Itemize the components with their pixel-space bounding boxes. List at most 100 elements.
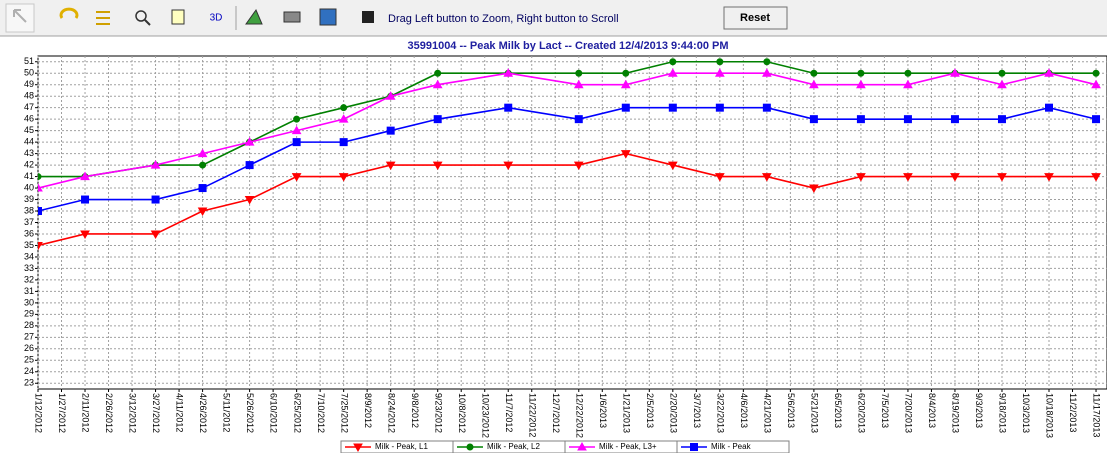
point [998, 69, 1006, 77]
point [762, 103, 771, 112]
point [1092, 115, 1101, 124]
point [856, 173, 866, 182]
point [244, 137, 255, 146]
point [504, 103, 513, 112]
plot-area [37, 55, 1107, 390]
series-line [38, 60, 1097, 178]
point [432, 79, 443, 89]
zoom-handle [144, 19, 151, 26]
y-tick-label: 27 [24, 332, 34, 342]
point [809, 79, 819, 89]
point [714, 68, 725, 77]
legend-label: Milk - Peak, L3+ [599, 442, 657, 451]
y-tick-label: 44 [24, 136, 34, 146]
zoom-icon[interactable] [135, 10, 147, 22]
point [1045, 103, 1054, 112]
x-tick-label: 11/7/2012 [504, 393, 514, 432]
point [339, 138, 348, 147]
point [762, 68, 772, 77]
point [950, 173, 960, 182]
chart-icon[interactable] [245, 8, 263, 25]
y-tick-label: 34 [24, 251, 34, 261]
y-tick-label: 46 [24, 114, 34, 124]
page-icon[interactable] [171, 9, 185, 25]
legend-swatch-marker [690, 443, 698, 451]
x-tick-label: 11/17/2013 [1092, 393, 1102, 437]
y-tick-label: 48 [24, 91, 34, 101]
point [1092, 69, 1100, 77]
point [199, 161, 207, 169]
point [621, 103, 630, 112]
legend-label: Milk - Peak, L1 [375, 442, 428, 451]
save-icon[interactable] [362, 11, 374, 23]
print-icon[interactable] [283, 11, 301, 23]
point [432, 161, 443, 171]
point [668, 103, 677, 112]
x-tick-label: 11/2/2013 [1068, 393, 1078, 432]
x-tick-label: 3/7/2013 [692, 393, 702, 428]
point [950, 68, 960, 77]
scroll-icon[interactable] [96, 11, 110, 25]
y-tick-label: 26 [24, 343, 34, 353]
pointer-button[interactable] [5, 3, 35, 33]
y-tick-label: 30 [24, 297, 34, 307]
point [715, 103, 724, 112]
point [38, 173, 42, 181]
point [997, 173, 1007, 182]
point [81, 195, 90, 204]
reset-button[interactable] [723, 6, 788, 30]
pointer-icon [13, 9, 27, 23]
x-tick-label: 6/5/2013 [833, 393, 843, 428]
chart-title: 35991004 -- Peak Milk by Lact -- Created… [407, 40, 728, 52]
series-line [38, 106, 1097, 212]
y-tick-label: 25 [24, 355, 34, 365]
series-line [38, 72, 1097, 189]
x-tick-label: 4/6/2013 [739, 393, 749, 428]
point [338, 173, 349, 182]
x-tick-label: 1/27/2012 [57, 393, 67, 433]
refresh-icon[interactable] [59, 7, 79, 19]
y-tick-label: 45 [24, 125, 34, 135]
x-tick-label: 5/6/2013 [786, 393, 796, 428]
point [620, 150, 631, 159]
x-tick-label: 5/21/2013 [810, 393, 820, 433]
point [574, 115, 583, 124]
y-tick-label: 33 [24, 263, 34, 273]
x-tick-label: 1/21/2013 [621, 393, 631, 433]
x-tick-label: 10/3/2013 [1021, 393, 1031, 433]
legend-label: Milk - Peak, L2 [487, 442, 540, 451]
point [667, 68, 678, 77]
x-tick-label: 7/20/2013 [904, 393, 914, 433]
x-tick-label: 7/10/2012 [316, 393, 326, 433]
y-tick-label: 50 [24, 68, 34, 78]
x-tick-label: 10/23/2012 [480, 393, 490, 438]
point [1044, 68, 1054, 77]
point [198, 184, 207, 193]
point [386, 126, 395, 135]
point [714, 173, 725, 182]
y-tick-label: 39 [24, 194, 34, 204]
y-tick-label: 49 [24, 79, 34, 89]
point [340, 104, 348, 112]
y-tick-label: 32 [24, 274, 34, 284]
point [950, 115, 959, 124]
point [80, 171, 90, 181]
point [293, 115, 301, 123]
point [197, 148, 208, 158]
point [809, 184, 819, 194]
point [503, 68, 514, 77]
x-tick-label: 9/8/2012 [410, 393, 420, 428]
point [904, 69, 912, 77]
point [856, 79, 866, 89]
export-icon[interactable] [319, 8, 337, 26]
point [38, 241, 43, 251]
x-tick-label: 6/20/2013 [857, 393, 867, 433]
point [1091, 173, 1101, 182]
point [809, 115, 818, 124]
point [292, 138, 301, 147]
point [997, 79, 1007, 89]
x-tick-label: 4/26/2012 [198, 393, 208, 433]
y-tick-label: 47 [24, 102, 34, 112]
point [669, 58, 677, 66]
3d-button[interactable]: 3D [210, 13, 223, 24]
